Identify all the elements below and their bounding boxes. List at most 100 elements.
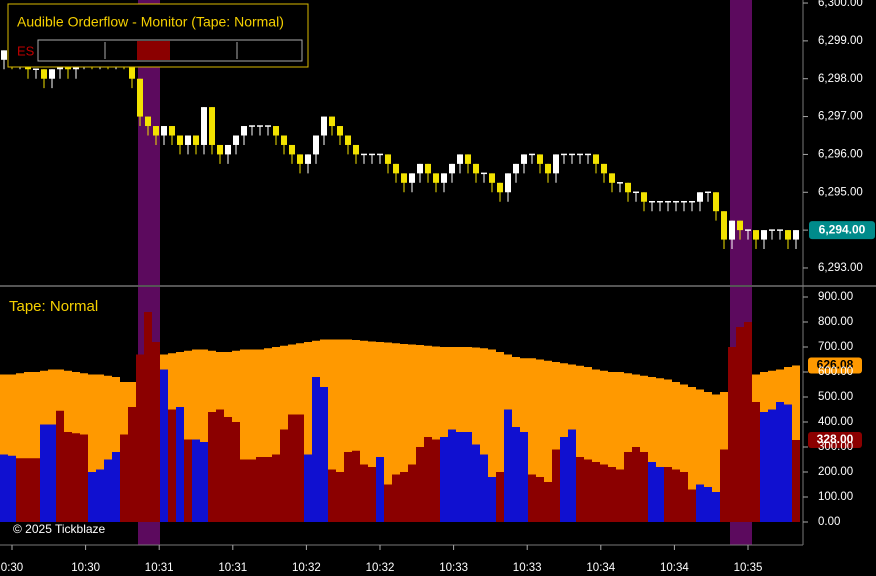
tape-bar bbox=[32, 372, 40, 522]
y-tick-label: 6,299.00 bbox=[818, 35, 863, 47]
tape-bar bbox=[240, 459, 248, 522]
tape-bar bbox=[376, 342, 384, 522]
tape-bar bbox=[616, 372, 624, 522]
y-tick-label: 6,297.00 bbox=[818, 111, 863, 123]
tape-bar bbox=[608, 372, 616, 522]
candle-body bbox=[313, 135, 319, 155]
candle-body bbox=[625, 182, 631, 193]
tape-bar bbox=[200, 349, 208, 522]
tape-bar bbox=[472, 347, 480, 522]
candle-body bbox=[345, 135, 351, 145]
value-label: 328.00 bbox=[817, 432, 854, 446]
candle-body bbox=[225, 144, 231, 155]
tape-bar bbox=[472, 444, 480, 522]
tape-bar bbox=[608, 467, 616, 522]
tape-bar bbox=[64, 432, 72, 522]
tape-bar bbox=[232, 422, 240, 522]
tape-bar bbox=[16, 373, 24, 522]
tape-bar bbox=[576, 365, 584, 522]
tape-bar bbox=[584, 367, 592, 522]
tape-bar bbox=[336, 472, 344, 522]
candle-body bbox=[545, 163, 551, 174]
tape-bar bbox=[752, 402, 760, 522]
tape-bar bbox=[96, 469, 104, 522]
tape-bar bbox=[440, 347, 448, 522]
tape-bar bbox=[280, 429, 288, 522]
tape-bar bbox=[40, 424, 48, 522]
tape-bar bbox=[592, 369, 600, 522]
tape-bar bbox=[424, 345, 432, 522]
tape-bar bbox=[24, 458, 32, 522]
tape-bar bbox=[480, 454, 488, 522]
panel-title: Tape: Normal bbox=[9, 298, 98, 315]
candle-body bbox=[609, 173, 615, 183]
tape-bar bbox=[712, 394, 720, 522]
tape-bar bbox=[184, 350, 192, 522]
tape-bar bbox=[640, 452, 648, 522]
candle-body bbox=[737, 220, 743, 231]
tape-bar bbox=[48, 424, 56, 522]
tape-bar bbox=[544, 360, 552, 522]
tape-bar bbox=[456, 432, 464, 522]
tape-bar bbox=[656, 467, 664, 522]
candle-body bbox=[185, 135, 191, 145]
tape-bar bbox=[504, 409, 512, 522]
tape-bar bbox=[624, 452, 632, 522]
tape-bar bbox=[592, 462, 600, 522]
tape-bar bbox=[256, 349, 264, 522]
tape-bar bbox=[120, 434, 128, 522]
tape-bar bbox=[352, 340, 360, 522]
tape-bar bbox=[256, 457, 264, 522]
candle-body bbox=[729, 220, 735, 240]
candle-body bbox=[433, 173, 439, 183]
y-tick-label: 6,295.00 bbox=[818, 186, 863, 198]
tape-bar bbox=[384, 342, 392, 522]
y-tick-label: 0.00 bbox=[818, 516, 840, 528]
tape-bar bbox=[368, 467, 376, 522]
tape-bar bbox=[88, 374, 96, 522]
y-tick-label: 300.00 bbox=[818, 441, 853, 453]
monitor-box: Audible Orderflow - Monitor (Tape: Norma… bbox=[7, 3, 309, 68]
tape-bar bbox=[680, 472, 688, 522]
tape-bar bbox=[128, 407, 136, 522]
candle-body bbox=[129, 59, 135, 79]
tape-bar bbox=[496, 352, 504, 522]
tape-bar bbox=[664, 379, 672, 522]
tape-bar bbox=[760, 412, 768, 522]
tape-bar bbox=[744, 322, 752, 522]
tape-bar bbox=[696, 389, 704, 522]
tape-bar bbox=[792, 440, 800, 522]
tape-bar bbox=[672, 382, 680, 522]
candle-body bbox=[193, 135, 199, 145]
tape-bar bbox=[312, 377, 320, 522]
candle-body bbox=[497, 182, 503, 193]
candle-body bbox=[1, 50, 7, 60]
candle-body bbox=[169, 126, 175, 136]
candle-body bbox=[601, 163, 607, 174]
y-tick-label: 600.00 bbox=[818, 366, 853, 378]
tape-bar bbox=[448, 429, 456, 522]
tape-bar bbox=[144, 312, 152, 522]
tape-bar bbox=[552, 362, 560, 522]
tape-bar bbox=[536, 477, 544, 522]
candle-body bbox=[449, 163, 455, 174]
tape-bar bbox=[72, 433, 80, 522]
tape-bar bbox=[568, 429, 576, 522]
candle-body bbox=[289, 144, 295, 155]
candle-body bbox=[329, 116, 335, 127]
tape-bar bbox=[192, 439, 200, 522]
tape-bar bbox=[288, 414, 296, 522]
candle-body bbox=[281, 135, 287, 145]
tape-bar bbox=[376, 457, 384, 522]
tape-bar bbox=[400, 472, 408, 522]
tape-bar bbox=[216, 409, 224, 522]
tape-bar bbox=[632, 447, 640, 522]
x-tick-label: 10:33 bbox=[513, 562, 542, 574]
tape-bar bbox=[768, 409, 776, 522]
tape-bar bbox=[680, 384, 688, 522]
tape-bar bbox=[200, 442, 208, 522]
tape-bar bbox=[360, 340, 368, 522]
candle-body bbox=[409, 173, 415, 183]
candle-body bbox=[489, 173, 495, 183]
